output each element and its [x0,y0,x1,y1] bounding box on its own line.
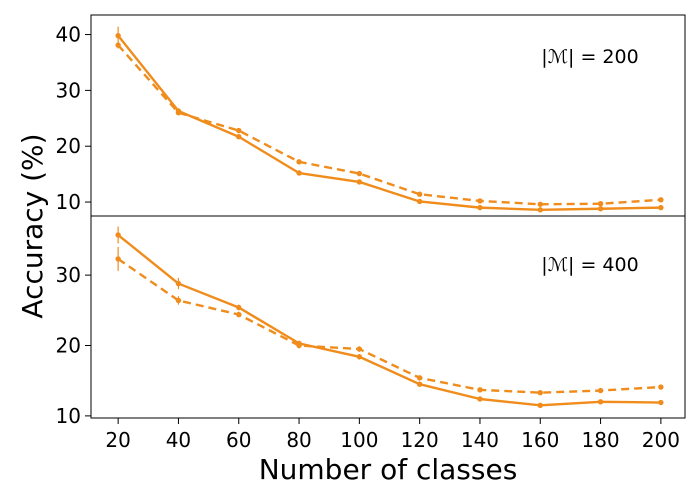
x-tick-label-20: 20 [105,428,130,452]
bottom-series-dashed-point-60 [236,311,242,318]
x-tick-label-140: 140 [461,428,499,452]
bottom-series-solid-point-120 [416,381,423,387]
bottom-series-dashed-point-200 [658,384,664,390]
bottom-series-dashed-point-180 [597,387,604,394]
top-series-dashed-point-100 [356,170,363,177]
bottom-series-solid-point-200 [658,399,664,406]
top-series-dashed-point-120 [416,191,423,197]
bottom-series-dashed-point-20 [115,256,121,262]
bottom-series-dashed-point-120 [416,375,423,381]
x-tick-label-40: 40 [166,428,191,452]
top-series-dashed-point-200 [658,197,664,203]
x-tick-label-160: 160 [521,428,559,452]
top-series-solid-point-80 [296,170,302,176]
bottom-y-tick-label-10: 10 [56,404,81,428]
bottom-panel-annotation: |ℳ| = 400 [541,254,638,276]
x-tick-label-200: 200 [642,428,680,452]
bottom-series-solid-line [117,234,661,407]
top-series-solid-point-140 [477,204,483,211]
x-axis-label: Number of classes [259,453,518,486]
x-tick-label-120: 120 [401,428,439,452]
top-series-dashed-point-140 [477,198,483,204]
chart-marks: 20 40 60 80 100 120 140 160 180 200 10 20 30 40 10 20 30 [56,23,680,452]
top-series-solid-line [117,34,661,212]
bottom-series-solid-point-180 [597,399,604,405]
bottom-y-tick-label-30: 30 [56,263,81,287]
top-series-dashed-point-20 [115,42,121,48]
bottom-panel-frame [90,215,686,419]
bottom-series-dashed-point-160 [537,389,543,396]
bottom-y-tick-label-20: 20 [56,334,81,358]
top-series-solid-point-120 [416,198,423,205]
top-series-dashed-point-180 [597,201,604,207]
x-tick-label-80: 80 [286,428,311,452]
top-series-solid-point-180 [597,206,604,212]
top-series-solid-point-60 [236,134,242,140]
bottom-series-dashed-line [117,257,661,394]
top-y-tick-label-40: 40 [56,23,81,47]
top-series-dashed-point-40 [175,110,182,116]
x-tick-label-60: 60 [226,428,251,452]
y-axis-label: Accuracy (%) [16,133,49,318]
bottom-series-solid-point-140 [477,396,483,402]
bottom-series-solid-point-40 [175,280,182,287]
top-series-solid-point-100 [356,179,363,185]
bottom-series-dashed-point-100 [356,346,363,352]
top-series-solid-point-200 [658,204,664,211]
top-series-solid-point-160 [537,207,543,213]
top-series-dashed-line [117,44,661,206]
bottom-series-solid-point-20 [115,232,121,238]
bottom-series-dashed-point-140 [477,387,483,393]
bottom-series-dashed-point-40 [175,297,182,304]
bottom-series-solid-point-60 [236,304,242,311]
top-series-dashed-point-80 [296,159,302,165]
top-y-tick-label-10: 10 [56,190,81,214]
bottom-series-solid-point-160 [537,402,543,409]
bottom-series-dashed-point-80 [296,342,302,349]
top-y-tick-label-20: 20 [56,134,81,158]
top-series-solid-point-20 [115,32,121,39]
x-tick-label-180: 180 [581,428,619,452]
x-tick-label-100: 100 [340,428,378,452]
top-series-dashed-point-60 [236,127,242,134]
top-series-dashed-point-160 [537,201,543,207]
bottom-series-solid-point-100 [356,354,363,360]
top-y-tick-label-30: 30 [56,78,81,102]
top-panel-annotation: |ℳ| = 200 [541,46,638,68]
